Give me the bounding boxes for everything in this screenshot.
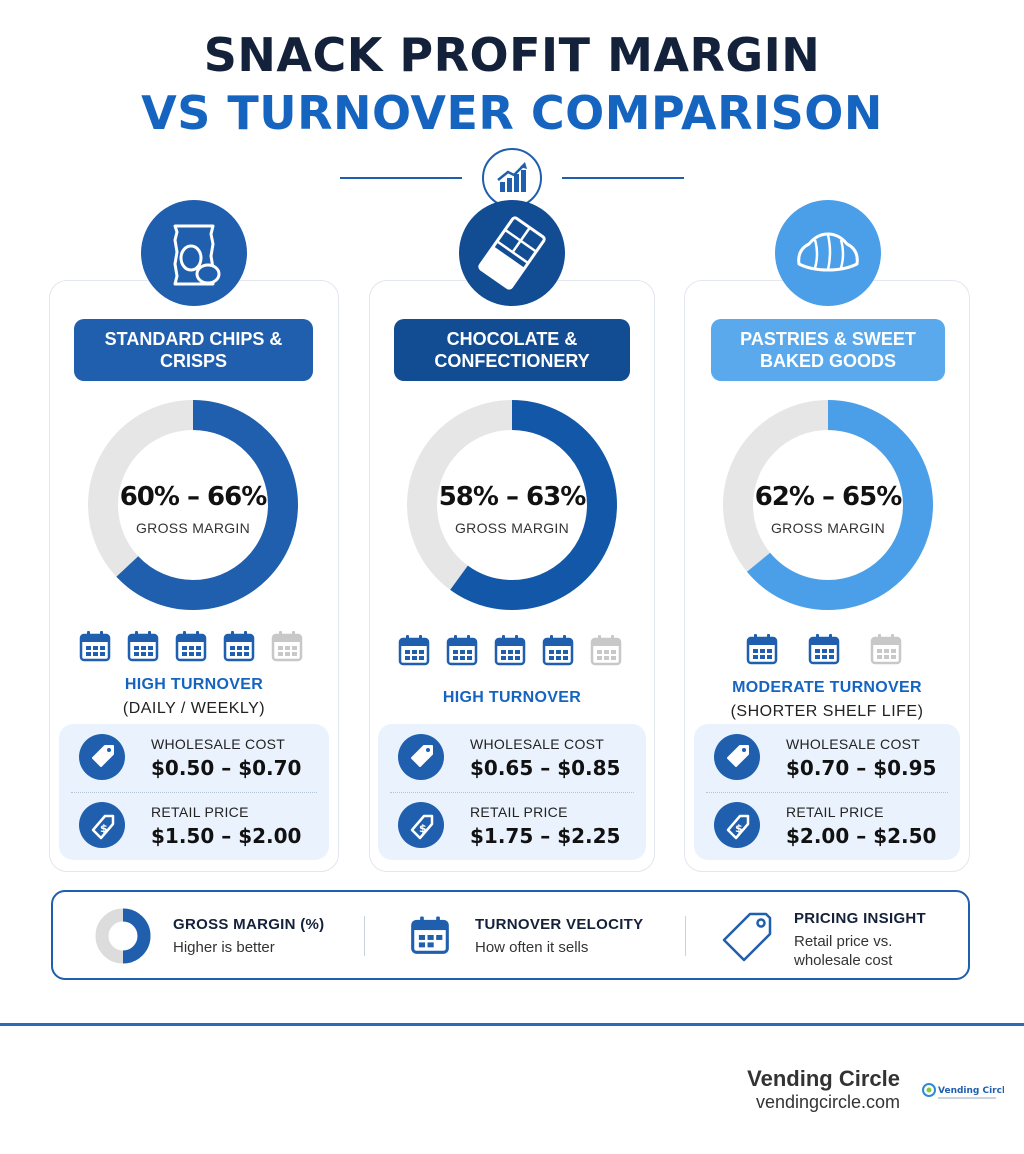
dollar-tag-icon: $ [398,802,444,848]
croissant-icon [775,200,881,306]
margin-label-pastries: GROSS MARGIN [770,520,886,536]
category-label-chocolate: CHOCOLATE & CONFECTIONERY [394,319,630,381]
margin-range-chips: 60% – 66% [119,482,268,512]
legend-margin-title: GROSS MARGIN (%) [173,916,325,933]
gross-margin-donut-chips [88,400,298,610]
calendar-icon [589,633,623,672]
calendar-icon [745,632,779,671]
wholesale-label-chocolate: WHOLESALE COST [470,736,605,752]
turnover-sub-chips: (DAILY / WEEKLY) [122,700,266,717]
growth-chart-icon [482,148,542,208]
price-tag-icon [714,734,760,780]
retail-value-chocolate: $1.75 – $2.25 [470,824,621,848]
wholesale-label-pastries: WHOLESALE COST [786,736,921,752]
page-title-line-1: SNACK PROFIT MARGIN [203,28,821,82]
brand-logo: Vending Circle [922,1083,1004,1099]
gross-margin-donut-pastries [723,400,933,610]
svg-text:Vending Circle: Vending Circle [938,1086,1004,1096]
price-tag-icon [79,734,125,780]
turnover-sub-pastries: (SHORTER SHELF LIFE) [730,703,924,720]
chocolate-bar-icon [459,200,565,306]
retail-label-chips: RETAIL PRICE [151,804,249,820]
svg-text:$: $ [100,822,108,835]
calendar-icon [807,632,841,671]
turnover-calendars-pastries [745,632,903,671]
wholesale-value-chips: $0.50 – $0.70 [151,756,302,780]
svg-text:$: $ [419,822,427,835]
svg-text:$: $ [735,822,743,835]
legend-velocity-title: TURNOVER VELOCITY [475,916,644,933]
price-tag-icon [722,912,772,962]
donut-chart-icon [95,908,151,964]
price-divider [71,792,317,793]
price-divider [706,792,948,793]
retail-label-chocolate: RETAIL PRICE [470,804,568,820]
category-label-chips: STANDARD CHIPS & CRISPS [74,319,313,381]
calendar-icon [397,633,431,672]
title-divider-left [340,177,462,179]
legend-divider [685,916,686,956]
calendar-icon [270,629,304,668]
margin-range-chocolate: 58% – 63% [438,482,587,512]
calendar-icon [174,629,208,668]
retail-label-pastries: RETAIL PRICE [786,804,884,820]
legend-divider [364,916,365,956]
price-divider [390,792,634,793]
retail-value-chips: $1.50 – $2.00 [151,824,302,848]
calendar-icon [541,633,575,672]
turnover-title-pastries: MODERATE TURNOVER [732,679,922,696]
wholesale-label-chips: WHOLESALE COST [151,736,286,752]
legend-item-margin: GROSS MARGIN (%) Higher is better [53,892,363,978]
price-tag-icon [398,734,444,780]
footer-divider [0,1023,1024,1026]
page-title-line-2: VS TURNOVER COMPARISON [141,86,883,140]
retail-value-pastries: $2.00 – $2.50 [786,824,937,848]
wholesale-value-chocolate: $0.65 – $0.85 [470,756,621,780]
brand-name: Vending Circle [747,1066,900,1091]
price-box-chocolate: WHOLESALE COST $0.65 – $0.85 $ RETAIL PR… [378,724,646,860]
title-divider-right [562,177,684,179]
legend-pricing-sub-1: Retail price vs. [794,933,893,950]
calendar-icon [126,629,160,668]
legend-box: GROSS MARGIN (%) Higher is better TURNOV… [51,890,970,980]
legend-pricing-title: PRICING INSIGHT [794,910,927,927]
price-box-chips: WHOLESALE COST $0.50 – $0.70 $ RETAIL PR… [59,724,329,860]
legend-item-velocity: TURNOVER VELOCITY How often it sells [365,892,685,978]
margin-label-chocolate: GROSS MARGIN [454,520,570,536]
legend-pricing-sub-2: wholesale cost [794,952,893,969]
turnover-calendars-chocolate [397,633,623,672]
dollar-tag-icon: $ [79,802,125,848]
turnover-title-chocolate: HIGH TURNOVER [442,689,582,706]
turnover-calendars-chips [78,629,304,668]
calendar-icon [445,633,479,672]
calendar-icon [411,916,449,954]
calendar-icon [78,629,112,668]
margin-label-chips: GROSS MARGIN [135,520,251,536]
category-label-pastries: PASTRIES & SWEET BAKED GOODS [711,319,945,381]
turnover-title-chips: HIGH TURNOVER [124,676,264,693]
calendar-icon [869,632,903,671]
gross-margin-donut-chocolate [407,400,617,610]
wholesale-value-pastries: $0.70 – $0.95 [786,756,937,780]
chips-bag-icon [141,200,247,306]
legend-item-pricing: PRICING INSIGHT Retail price vs. wholesa… [686,892,968,978]
legend-margin-sub: Higher is better [173,939,275,956]
brand-url: vendingcircle.com [755,1092,900,1112]
margin-range-pastries: 62% – 65% [754,482,903,512]
calendar-icon [493,633,527,672]
dollar-tag-icon: $ [714,802,760,848]
calendar-icon [222,629,256,668]
price-box-pastries: WHOLESALE COST $0.70 – $0.95 $ RETAIL PR… [694,724,960,860]
legend-velocity-sub: How often it sells [475,939,589,956]
